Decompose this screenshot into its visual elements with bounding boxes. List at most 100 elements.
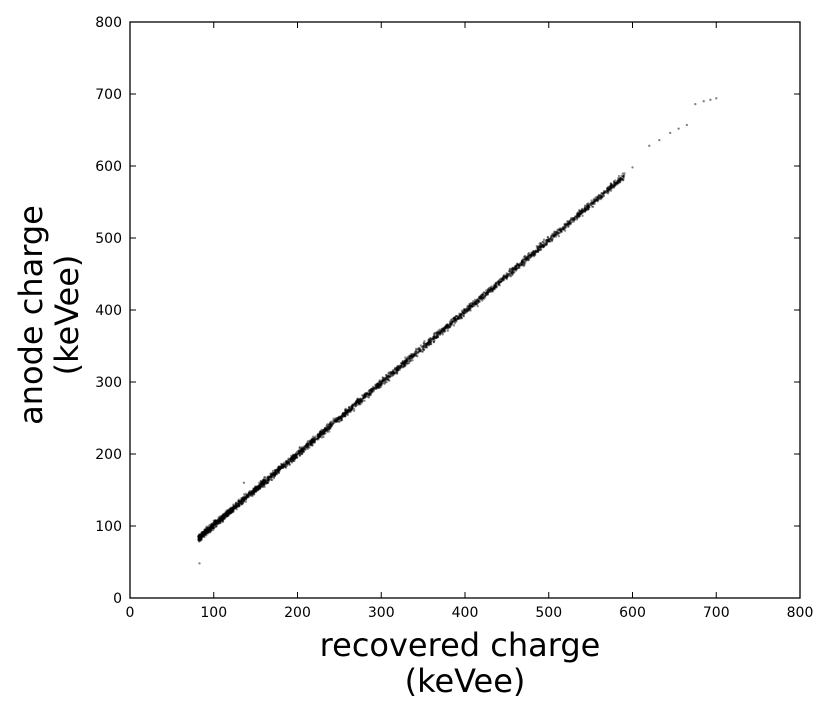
scatter-point: [537, 247, 540, 250]
scatter-point: [613, 181, 616, 184]
scatter-point: [543, 244, 546, 247]
scatter-point: [288, 463, 291, 466]
scatter-point: [290, 458, 294, 461]
scatter-point: [300, 452, 303, 455]
scatter-point: [333, 419, 336, 422]
scatter-point: [242, 499, 245, 502]
scatter-point: [415, 351, 418, 354]
scatter-point: [396, 366, 399, 369]
scatter-point: [260, 482, 264, 486]
scatter-point: [399, 364, 402, 368]
scatter-point: [253, 487, 256, 491]
scatter-point: [546, 240, 549, 243]
scatter-point: [605, 190, 608, 193]
scatter-point: [358, 399, 361, 403]
scatter-point: [495, 286, 498, 289]
scatter-point: [322, 432, 325, 435]
scatter-point: [349, 410, 352, 414]
scatter-point: [351, 404, 354, 407]
scatter-point: [527, 254, 530, 257]
scatter-point: [293, 453, 296, 457]
scatter-point: [247, 492, 250, 495]
scatter-point: [422, 345, 425, 348]
scatter-point: [297, 452, 300, 455]
scatter-point: [272, 477, 276, 480]
scatter-point: [418, 350, 421, 353]
scatter-point: [205, 528, 208, 532]
scatter-point: [225, 511, 228, 514]
scatter-point: [282, 462, 285, 466]
scatter-point: [436, 335, 439, 339]
scatter-point: [260, 481, 263, 484]
scatter-point: [489, 285, 492, 289]
scatter-point: [226, 513, 229, 517]
scatter-point: [588, 203, 591, 206]
scatter-point: [235, 502, 238, 505]
scatter-point: [285, 460, 288, 464]
scatter-point: [494, 282, 497, 285]
scatter-point: [417, 346, 421, 350]
scatter-point: [502, 275, 505, 278]
scatter-point: [422, 347, 425, 351]
scatter-point: [404, 361, 408, 364]
scatter-point: [606, 186, 609, 190]
scatter-point: [433, 332, 436, 335]
x-tick-label: 500: [535, 605, 562, 621]
scatter-point: [206, 530, 209, 533]
scatter-point: [347, 405, 351, 409]
scatter-point: [376, 382, 379, 385]
scatter-point: [446, 323, 450, 326]
scatter-point: [299, 450, 302, 453]
scatter-point: [233, 503, 237, 506]
scatter-point: [463, 310, 466, 313]
scatter-point: [323, 430, 326, 434]
scatter-point: [573, 218, 576, 221]
scatter-point: [400, 363, 403, 366]
scatter-point: [467, 306, 471, 309]
scatter-point: [258, 487, 262, 490]
scatter-point: [366, 395, 370, 399]
scatter-point: [578, 215, 581, 218]
scatter-point: [539, 245, 542, 249]
scatter-point: [524, 255, 527, 259]
scatter-point: [559, 228, 562, 231]
scatter-point: [368, 389, 371, 392]
scatter-point: [290, 457, 293, 460]
scatter-point: [617, 174, 621, 178]
scatter-point: [525, 257, 529, 261]
scatter-point: [316, 434, 319, 437]
scatter-point: [254, 488, 258, 491]
scatter-point: [253, 490, 256, 493]
scatter-point: [575, 218, 578, 221]
scatter-point: [382, 377, 385, 380]
scatter-point: [404, 356, 407, 359]
scatter-point: [578, 212, 582, 216]
scatter-point: [503, 276, 506, 279]
scatter-point: [616, 180, 619, 183]
scatter-point: [272, 475, 276, 479]
scatter-point: [364, 395, 367, 398]
scatter-point: [267, 480, 270, 483]
scatter-point: [251, 489, 255, 492]
scatter-point: [526, 257, 529, 260]
scatter-point: [198, 537, 201, 540]
scatter-point: [328, 421, 332, 424]
scatter-point: [432, 335, 435, 339]
scatter-point: [462, 315, 465, 318]
scatter-point: [478, 295, 481, 299]
scatter-point: [237, 502, 240, 505]
scatter-point: [448, 324, 451, 327]
scatter-point: [485, 292, 488, 295]
scatter-point: [222, 517, 225, 520]
scatter-point: [463, 309, 467, 312]
scatter-point: [435, 331, 438, 334]
scatter-point: [351, 403, 354, 406]
scatter-point: [291, 456, 294, 459]
scatter-point: [228, 512, 231, 515]
scatter-point: [593, 197, 596, 200]
scatter-point: [311, 444, 314, 447]
scatter-point: [391, 371, 395, 374]
scatter-point: [560, 227, 563, 231]
scatter-point: [572, 218, 576, 222]
scatter-point: [458, 317, 461, 320]
